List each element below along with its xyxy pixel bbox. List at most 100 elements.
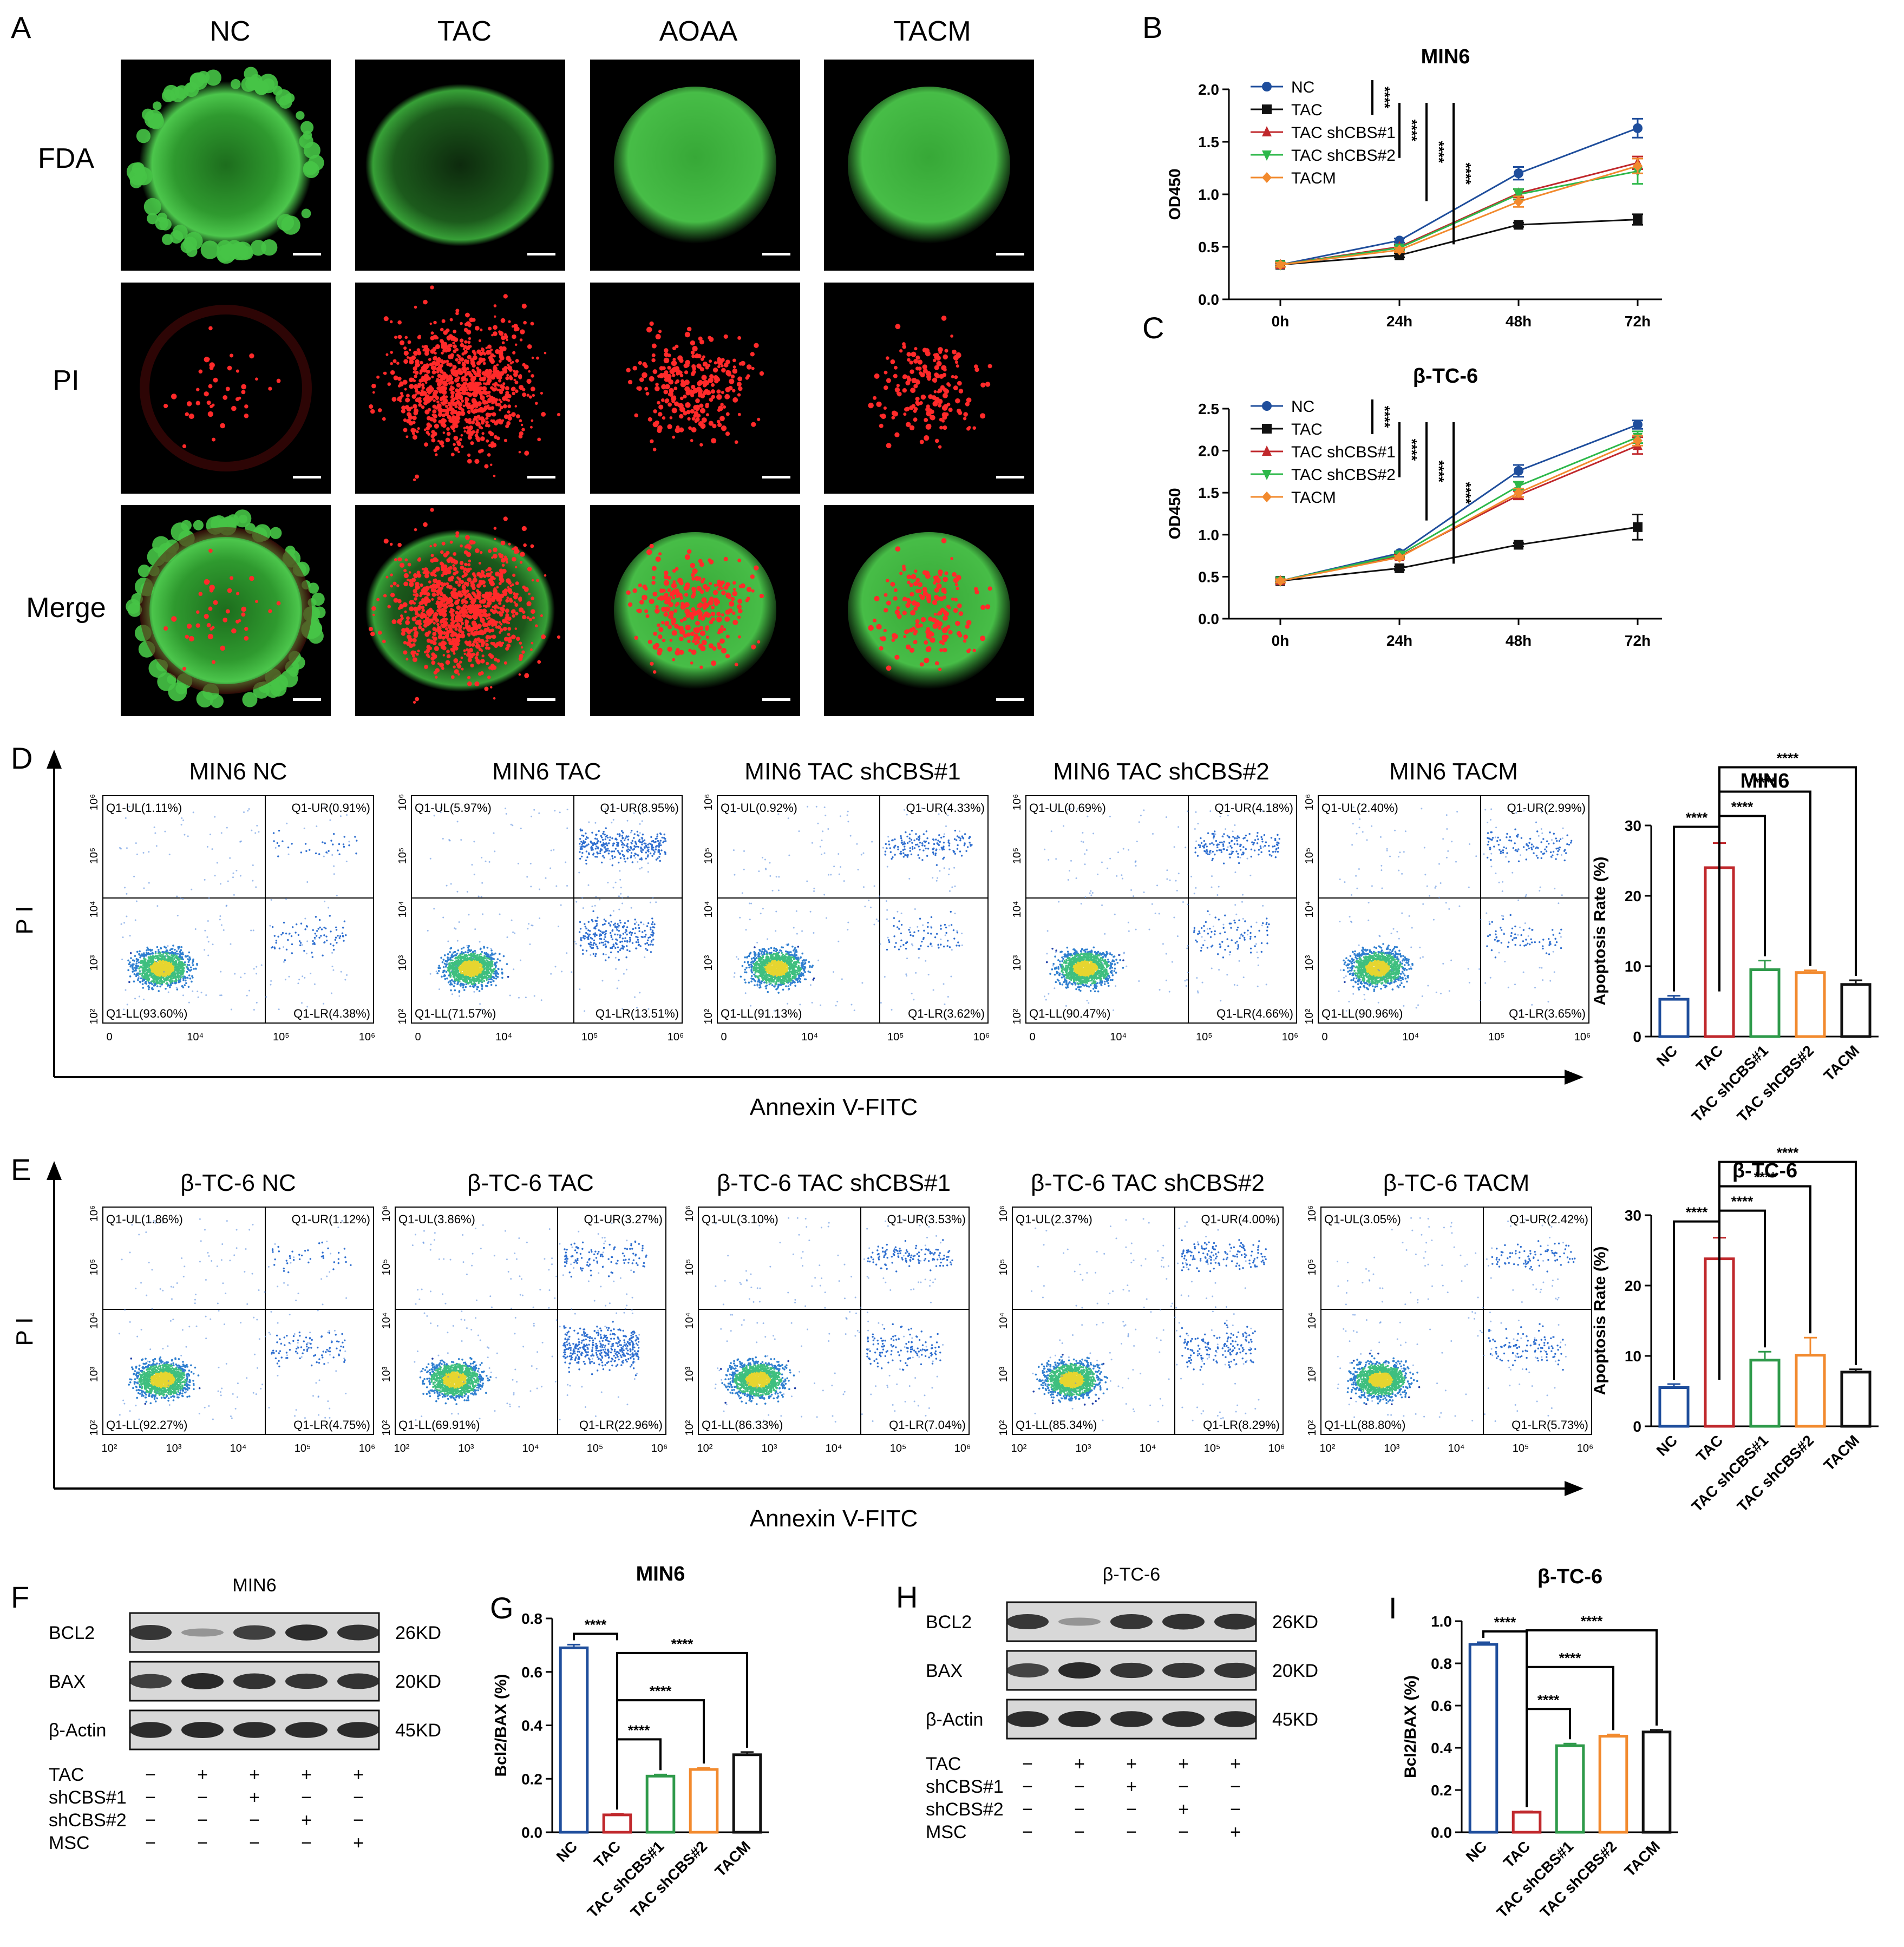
- red-cell: [459, 391, 462, 395]
- red-cell: [944, 571, 948, 575]
- flow-event: [158, 950, 160, 953]
- red-cell: [491, 373, 495, 377]
- flow-event: [247, 810, 249, 812]
- flow-event: [325, 935, 328, 938]
- red-cell: [679, 373, 684, 377]
- red-cell: [436, 622, 440, 626]
- red-cell: [427, 408, 431, 412]
- red-cell: [478, 561, 481, 565]
- red-cell: [455, 531, 460, 535]
- red-cell: [460, 343, 464, 348]
- red-cell: [883, 406, 887, 410]
- red-cell: [721, 391, 724, 395]
- flow-event: [184, 961, 186, 963]
- red-cell: [541, 412, 546, 417]
- red-cell: [899, 572, 903, 575]
- red-cell: [903, 412, 907, 416]
- red-cell: [496, 586, 499, 589]
- red-cell: [664, 574, 669, 580]
- red-cell: [408, 412, 412, 416]
- red-cell: [520, 329, 525, 335]
- red-cell: [430, 349, 435, 354]
- flow-event: [165, 955, 167, 958]
- red-cell: [518, 374, 522, 379]
- flow-event: [145, 982, 148, 985]
- flow-x-axis-label: Annexin V-FITC: [750, 1094, 918, 1120]
- red-cell: [431, 370, 436, 375]
- red-cell: [469, 317, 474, 323]
- red-cell: [737, 376, 743, 382]
- red-cell: [737, 558, 742, 562]
- red-cell: [458, 403, 462, 408]
- red-cell: [223, 395, 228, 400]
- red-cell: [502, 367, 506, 371]
- green-cell: [218, 250, 230, 263]
- red-cell: [466, 329, 472, 335]
- red-cell: [212, 660, 216, 664]
- red-cell: [407, 641, 411, 646]
- flow-event: [182, 994, 184, 997]
- flow-event: [143, 966, 146, 968]
- flow-event: [147, 985, 150, 987]
- green-cell: [200, 240, 220, 259]
- red-cell: [392, 359, 397, 363]
- red-cell: [439, 420, 442, 423]
- red-cell: [508, 320, 511, 323]
- red-cell: [459, 593, 462, 596]
- red-cell: [459, 338, 464, 343]
- red-cell: [412, 415, 417, 421]
- red-cell: [459, 386, 464, 391]
- red-cell: [255, 600, 258, 604]
- red-cell: [913, 359, 918, 364]
- red-cell: [943, 404, 948, 409]
- red-cell: [452, 587, 457, 592]
- red-cell: [467, 606, 469, 609]
- flow-event: [299, 944, 302, 947]
- red-cell: [482, 362, 486, 365]
- flow-event: [157, 952, 160, 955]
- flow-event: [139, 956, 141, 959]
- red-cell: [441, 541, 446, 546]
- red-cell: [434, 646, 440, 651]
- red-cell: [683, 394, 687, 399]
- red-cell: [468, 625, 471, 628]
- red-cell: [958, 389, 964, 394]
- red-cell: [377, 631, 382, 635]
- flow-event: [320, 935, 322, 937]
- red-cell: [963, 417, 967, 421]
- red-cell: [498, 611, 502, 614]
- flow-event: [312, 940, 314, 942]
- red-cell: [443, 382, 448, 387]
- red-cell: [725, 359, 730, 364]
- red-cell: [466, 589, 469, 593]
- red-cell: [691, 371, 695, 376]
- flow-event: [219, 883, 221, 885]
- red-cell: [488, 549, 492, 553]
- red-cell: [403, 359, 408, 364]
- red-cell: [498, 330, 501, 333]
- red-cell: [705, 635, 709, 639]
- flow-event: [139, 980, 141, 983]
- red-cell: [225, 609, 230, 614]
- red-cell: [699, 589, 704, 594]
- y-axis-label: OD450: [1166, 488, 1184, 539]
- red-cell: [712, 424, 717, 429]
- red-cell: [449, 388, 453, 391]
- red-cell: [369, 404, 374, 409]
- red-cell: [672, 658, 676, 661]
- red-cell: [487, 344, 492, 349]
- flow-event: [328, 850, 330, 852]
- red-cell: [428, 580, 431, 584]
- red-cell: [470, 643, 475, 647]
- red-cell: [452, 644, 457, 650]
- red-cell: [684, 370, 689, 375]
- green-cell: [242, 692, 258, 707]
- red-cell: [653, 409, 657, 414]
- red-cell: [528, 592, 531, 595]
- red-cell: [403, 418, 407, 422]
- red-cell: [929, 637, 934, 643]
- red-cell: [413, 700, 416, 704]
- red-cell: [453, 443, 456, 446]
- flow-event: [133, 980, 135, 983]
- flow-event: [260, 964, 263, 966]
